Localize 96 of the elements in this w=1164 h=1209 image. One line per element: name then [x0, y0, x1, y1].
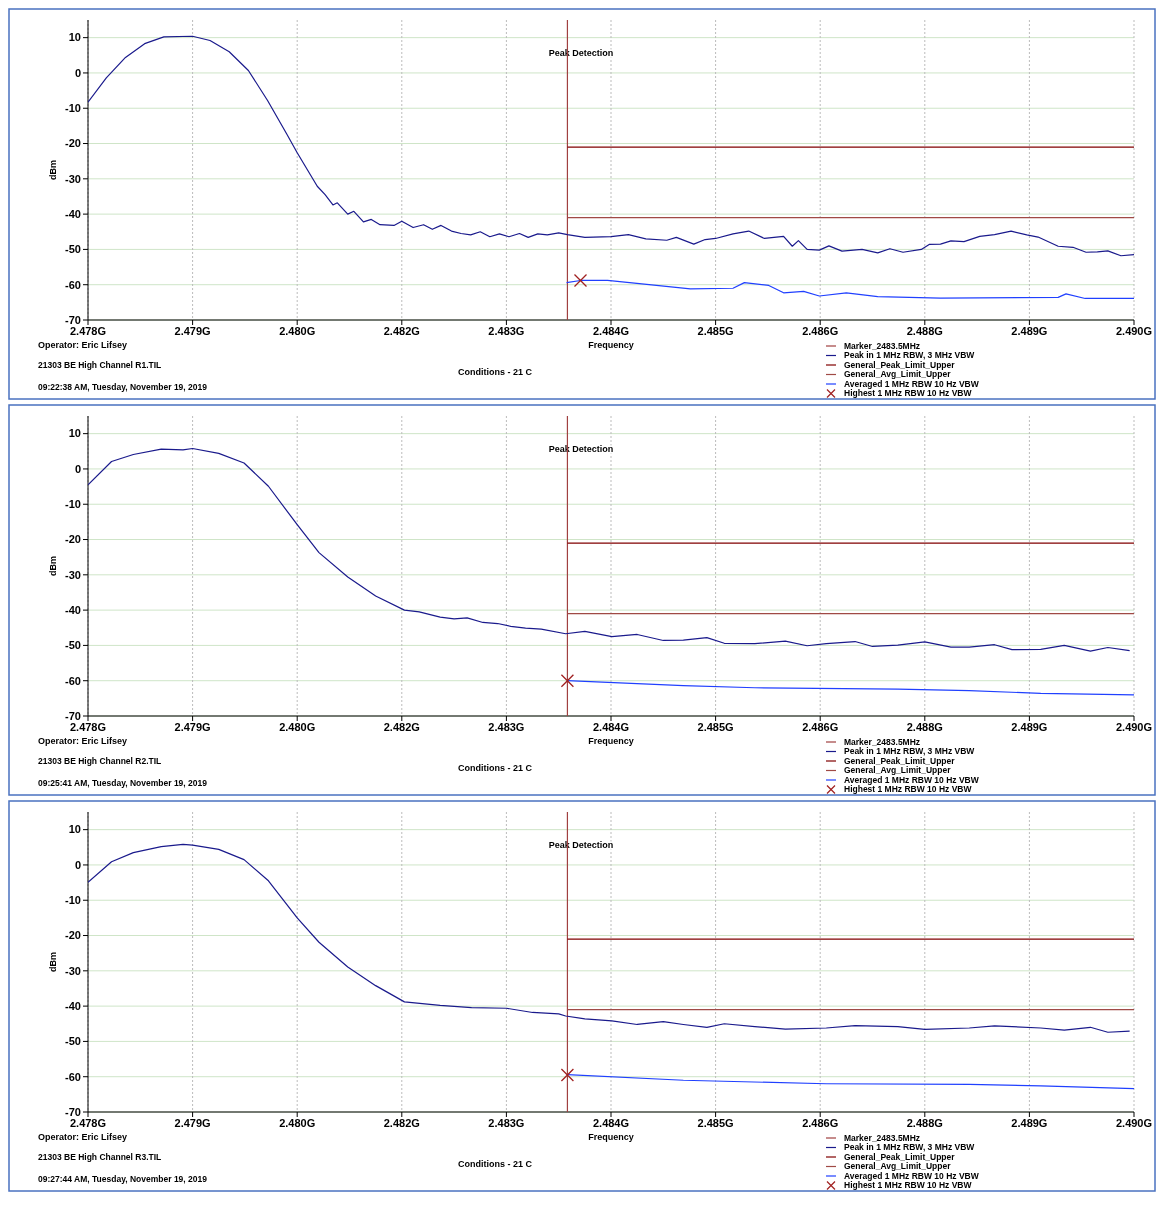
x-tick-label: 2.484G — [592, 721, 630, 733]
x-tick-label: 2.490G — [1115, 1117, 1153, 1129]
legend-label: Highest 1 MHz RBW 10 Hz VBW — [844, 388, 973, 399]
x-tick-label: 2.486G — [802, 721, 839, 733]
x-tick-label: 2.480G — [279, 325, 316, 337]
legend-label: General_Avg_Limit_Upper — [844, 1161, 952, 1172]
legend-label: General_Peak_Limit_Upper — [844, 359, 956, 370]
x-tick-label: 2.489G — [1011, 721, 1048, 733]
y-tick-label: -70 — [65, 709, 81, 722]
y-tick-label: -10 — [65, 498, 81, 511]
y-tick-label: -60 — [65, 674, 81, 687]
x-axis-title: Frequency — [588, 340, 634, 350]
legend-label: Averaged 1 MHz RBW 10 Hz VBW — [844, 774, 980, 785]
text: Conditions - 21 C — [458, 763, 533, 773]
x-tick-label: 2.486G — [802, 325, 839, 337]
legend-label: Highest 1 MHz RBW 10 Hz VBW — [844, 784, 973, 795]
x-tick-label: 2.483G — [488, 721, 525, 733]
x-tick-label: 2.486G — [802, 1117, 839, 1129]
legend-label: General_Avg_Limit_Upper — [844, 765, 952, 776]
x-tick-label: 2.488G — [906, 721, 943, 733]
x-tick-label: 2.485G — [697, 325, 734, 337]
text: Operator: Eric Lifsey — [38, 1132, 128, 1142]
x-tick-label: 2.490G — [1115, 721, 1153, 733]
x-tick-label: 2.485G — [697, 1117, 734, 1129]
legend-label: Highest 1 MHz RBW 10 Hz VBW — [844, 1180, 973, 1191]
y-tick-label: -50 — [65, 243, 81, 256]
x-tick-label: 2.485G — [697, 721, 734, 733]
text: 21303 BE High Channel R3.TIL — [38, 1152, 162, 1162]
x-tick-label: 2.482G — [383, 325, 420, 337]
y-tick-label: -10 — [65, 894, 81, 907]
y-tick-label: -10 — [65, 102, 81, 115]
y-axis-title: dBm — [48, 556, 58, 576]
y-tick-label: -70 — [65, 313, 81, 326]
y-tick-label: -50 — [65, 639, 81, 652]
legend-label: Marker_2483.5MHz — [844, 1132, 921, 1143]
legend-label: Marker_2483.5MHz — [844, 340, 921, 351]
x-tick-label: 2.478G — [69, 721, 107, 733]
x-tick-label: 2.478G — [69, 325, 107, 337]
x-tick-label: 2.479G — [174, 1117, 211, 1129]
y-tick-label: -60 — [65, 1070, 81, 1083]
y-axis-title: dBm — [48, 952, 58, 972]
y-tick-label: -20 — [65, 929, 81, 942]
legend-label: Peak in 1 MHz RBW, 3 MHz VBW — [844, 1142, 976, 1153]
y-tick-label: 0 — [74, 66, 81, 79]
legend-label: Peak in 1 MHz RBW, 3 MHz VBW — [844, 746, 976, 757]
x-tick-label: 2.488G — [906, 1117, 943, 1129]
x-tick-label: 2.482G — [383, 721, 420, 733]
x-axis-title: Frequency — [588, 1132, 634, 1142]
x-tick-label: 2.489G — [1011, 325, 1048, 337]
x-tick-label: 2.488G — [906, 325, 943, 337]
x-axis-title: Frequency — [588, 736, 634, 746]
y-tick-label: -30 — [65, 964, 81, 977]
y-tick-label: 10 — [68, 823, 81, 836]
text: Conditions - 21 C — [458, 1159, 533, 1169]
text: Operator: Eric Lifsey — [38, 736, 128, 746]
legend-label: General_Peak_Limit_Upper — [844, 1151, 956, 1162]
text: Operator: Eric Lifsey — [38, 340, 128, 350]
x-tick-label: 2.480G — [279, 1117, 316, 1129]
y-tick-label: -60 — [65, 278, 81, 291]
y-tick-label: -20 — [65, 137, 81, 150]
x-tick-label: 2.490G — [1115, 325, 1153, 337]
legend-label: General_Peak_Limit_Upper — [844, 755, 956, 766]
text: 21303 BE High Channel R2.TIL — [38, 756, 162, 766]
legend-label: Averaged 1 MHz RBW 10 Hz VBW — [844, 378, 980, 389]
text: 09:27:44 AM, Tuesday, November 19, 2019 — [38, 1174, 208, 1184]
x-tick-label: 2.479G — [174, 721, 211, 733]
x-tick-label: 2.478G — [69, 1117, 107, 1129]
legend-label: General_Avg_Limit_Upper — [844, 369, 952, 380]
x-tick-label: 2.484G — [592, 1117, 630, 1129]
x-tick-label: 2.482G — [383, 1117, 420, 1129]
y-tick-label: -30 — [65, 172, 81, 185]
x-tick-label: 2.483G — [488, 325, 525, 337]
x-tick-label: 2.489G — [1011, 1117, 1048, 1129]
x-tick-label: 2.480G — [279, 721, 316, 733]
text: 09:22:38 AM, Tuesday, November 19, 2019 — [38, 382, 208, 392]
y-tick-label: -20 — [65, 533, 81, 546]
y-tick-label: -40 — [65, 603, 81, 616]
text: 09:25:41 AM, Tuesday, November 19, 2019 — [38, 778, 208, 788]
legend-label: Marker_2483.5MHz — [844, 736, 921, 747]
y-axis-title: dBm — [48, 160, 58, 180]
legend-label: Peak in 1 MHz RBW, 3 MHz VBW — [844, 350, 976, 361]
y-tick-label: -30 — [65, 568, 81, 581]
x-tick-label: 2.483G — [488, 1117, 525, 1129]
y-tick-label: 10 — [68, 427, 81, 440]
y-tick-label: 0 — [74, 462, 81, 475]
y-tick-label: 0 — [74, 858, 81, 871]
y-tick-label: -40 — [65, 207, 81, 220]
x-tick-label: 2.484G — [592, 325, 630, 337]
legend-label: Averaged 1 MHz RBW 10 Hz VBW — [844, 1170, 980, 1181]
y-tick-label: -50 — [65, 1035, 81, 1048]
y-tick-label: 10 — [68, 31, 81, 44]
y-tick-label: -70 — [65, 1105, 81, 1118]
text: Conditions - 21 C — [458, 367, 533, 377]
x-tick-label: 2.479G — [174, 325, 211, 337]
text: 21303 BE High Channel R1.TIL — [38, 360, 162, 370]
y-tick-label: -40 — [65, 999, 81, 1012]
